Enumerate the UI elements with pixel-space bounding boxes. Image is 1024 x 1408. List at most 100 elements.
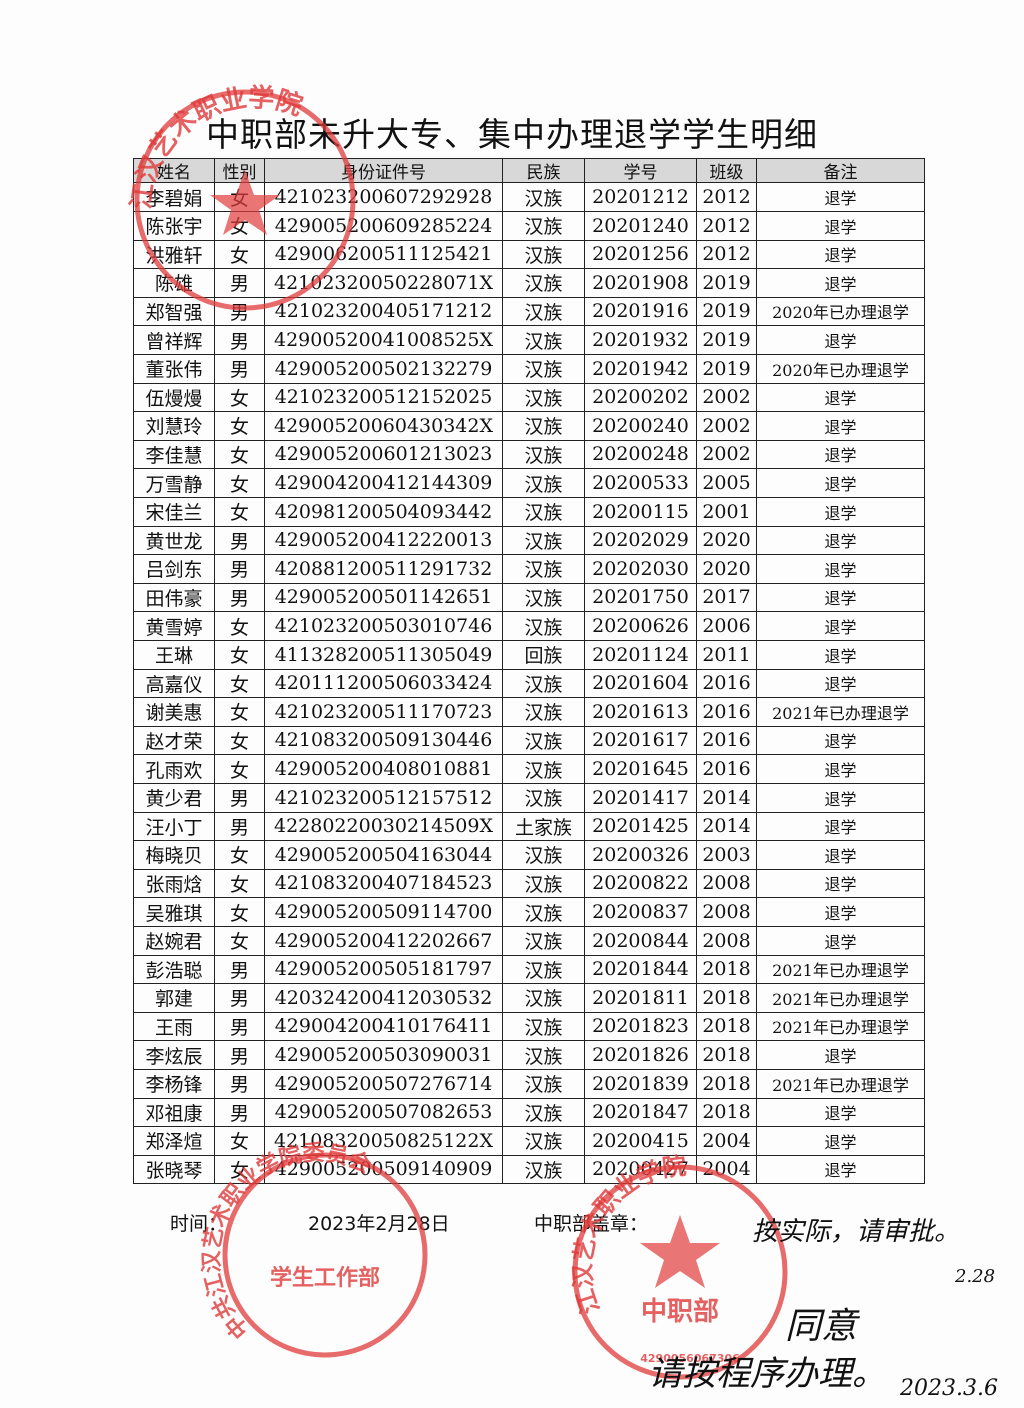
ethnicity-cell: 汉族 <box>503 268 585 298</box>
ethnicity-cell: 汉族 <box>503 497 585 527</box>
id-number-cell: 42900520060430342X <box>265 411 503 441</box>
class-cell: 2002 <box>697 383 757 413</box>
remark-cell: 退学 <box>757 869 925 899</box>
name-cell: 万雪静 <box>133 469 215 499</box>
id-number-cell: 429005200505181797 <box>265 955 503 985</box>
name-cell: 李炫辰 <box>133 1041 215 1071</box>
student-id-cell: 20202029 <box>585 526 697 556</box>
student-id-cell: 20201750 <box>585 583 697 613</box>
id-number-cell: 429005200507082653 <box>265 1098 503 1128</box>
class-cell: 2002 <box>697 440 757 470</box>
header-cell: 班级 <box>697 158 757 183</box>
name-cell: 孔雨欢 <box>133 755 215 785</box>
stamp-star <box>210 170 280 235</box>
name-cell: 梅晓贝 <box>133 840 215 870</box>
ethnicity-cell: 汉族 <box>503 955 585 985</box>
gender-cell: 女 <box>215 869 265 899</box>
name-cell: 彭浩聪 <box>133 955 215 985</box>
id-number-cell: 429005200507276714 <box>265 1069 503 1099</box>
gender-cell: 女 <box>215 840 265 870</box>
remark-cell: 退学 <box>757 1126 925 1156</box>
gender-cell: 女 <box>215 669 265 699</box>
id-number-cell: 42280220030214509X <box>265 812 503 842</box>
gender-cell: 男 <box>215 1041 265 1071</box>
gender-cell: 女 <box>215 240 265 270</box>
remark-cell: 退学 <box>757 669 925 699</box>
student-id-cell: 20201847 <box>585 1098 697 1128</box>
class-cell: 2006 <box>697 612 757 642</box>
class-cell: 2018 <box>697 983 757 1013</box>
remark-cell: 退学 <box>757 240 925 270</box>
remark-cell: 退学 <box>757 812 925 842</box>
remark-cell: 2021年已办理退学 <box>757 1069 925 1099</box>
header-cell: 身份证件号 <box>265 158 503 183</box>
seal-label: 中职部盖章： <box>534 1213 649 1235</box>
remark-cell: 退学 <box>757 583 925 613</box>
stamp-left-center: 学生工作部 <box>270 1265 380 1291</box>
remark-cell: 退学 <box>757 326 925 356</box>
student-id-cell: 20201417 <box>585 783 697 813</box>
name-cell: 吕剑东 <box>133 554 215 584</box>
student-id-cell: 20201645 <box>585 755 697 785</box>
student-id-cell: 20201256 <box>585 240 697 270</box>
class-cell: 2018 <box>697 1012 757 1042</box>
class-cell: 2008 <box>697 869 757 899</box>
class-cell: 2001 <box>697 497 757 527</box>
class-cell: 2019 <box>697 268 757 298</box>
name-cell: 曾祥辉 <box>133 326 215 356</box>
id-number-cell: 42900520041008525X <box>265 326 503 356</box>
ethnicity-cell: 汉族 <box>503 383 585 413</box>
remark-cell: 退学 <box>757 726 925 756</box>
student-id-cell: 20201823 <box>585 1012 697 1042</box>
class-cell: 2014 <box>697 812 757 842</box>
class-cell: 2011 <box>697 640 757 670</box>
name-cell: 谢美惠 <box>133 697 215 727</box>
time-label: 时间： <box>170 1213 228 1235</box>
id-number-cell: 429004200410176411 <box>265 1012 503 1042</box>
id-number-cell: 42108320050825122X <box>265 1126 503 1156</box>
stamp-top-text: 江汉艺术职业学院 <box>126 82 306 211</box>
student-id-cell: 20200844 <box>585 926 697 956</box>
remark-cell: 退学 <box>757 755 925 785</box>
class-cell: 2018 <box>697 1069 757 1099</box>
stamp-left-ring: 中共江汉艺术职业学院委员会 <box>199 1141 375 1343</box>
remark-cell: 退学 <box>757 1155 925 1185</box>
name-cell: 郑泽煊 <box>133 1126 215 1156</box>
ethnicity-cell: 汉族 <box>503 1155 585 1185</box>
ethnicity-cell: 汉族 <box>503 1126 585 1156</box>
remark-cell: 退学 <box>757 211 925 241</box>
ethnicity-cell: 汉族 <box>503 583 585 613</box>
remark-cell: 退学 <box>757 1041 925 1071</box>
gender-cell: 女 <box>215 411 265 441</box>
gender-cell: 男 <box>215 354 265 384</box>
handwriting-approve: 同意 <box>785 1306 861 1347</box>
remark-cell: 退学 <box>757 469 925 499</box>
remark-cell: 2021年已办理退学 <box>757 697 925 727</box>
handwriting-instruction: 请按程序办理。 <box>648 1354 886 1394</box>
class-cell: 2016 <box>697 726 757 756</box>
remark-cell: 2020年已办理退学 <box>757 354 925 384</box>
id-number-cell: 429005200502132279 <box>265 354 503 384</box>
handwriting-approve-date: 2023.3.6 <box>899 1376 998 1401</box>
student-id-cell: 20200240 <box>585 411 697 441</box>
remark-cell: 退学 <box>757 783 925 813</box>
ethnicity-cell: 汉族 <box>503 983 585 1013</box>
gender-cell: 女 <box>215 640 265 670</box>
class-cell: 2004 <box>697 1126 757 1156</box>
student-id-cell: 20200533 <box>585 469 697 499</box>
name-cell: 郑智强 <box>133 297 215 327</box>
gender-cell: 女 <box>215 697 265 727</box>
remark-cell: 退学 <box>757 840 925 870</box>
stamp-right <box>572 1164 788 1380</box>
ethnicity-cell: 汉族 <box>503 898 585 928</box>
name-cell: 汪小丁 <box>133 812 215 842</box>
ethnicity-cell: 汉族 <box>503 755 585 785</box>
gender-cell: 男 <box>215 554 265 584</box>
id-number-cell: 421083200509130446 <box>265 726 503 756</box>
class-cell: 2019 <box>697 326 757 356</box>
class-cell: 2012 <box>697 240 757 270</box>
student-id-cell: 20200115 <box>585 497 697 527</box>
id-number-cell: 421083200407184523 <box>265 869 503 899</box>
id-number-cell: 421023200511170723 <box>265 697 503 727</box>
